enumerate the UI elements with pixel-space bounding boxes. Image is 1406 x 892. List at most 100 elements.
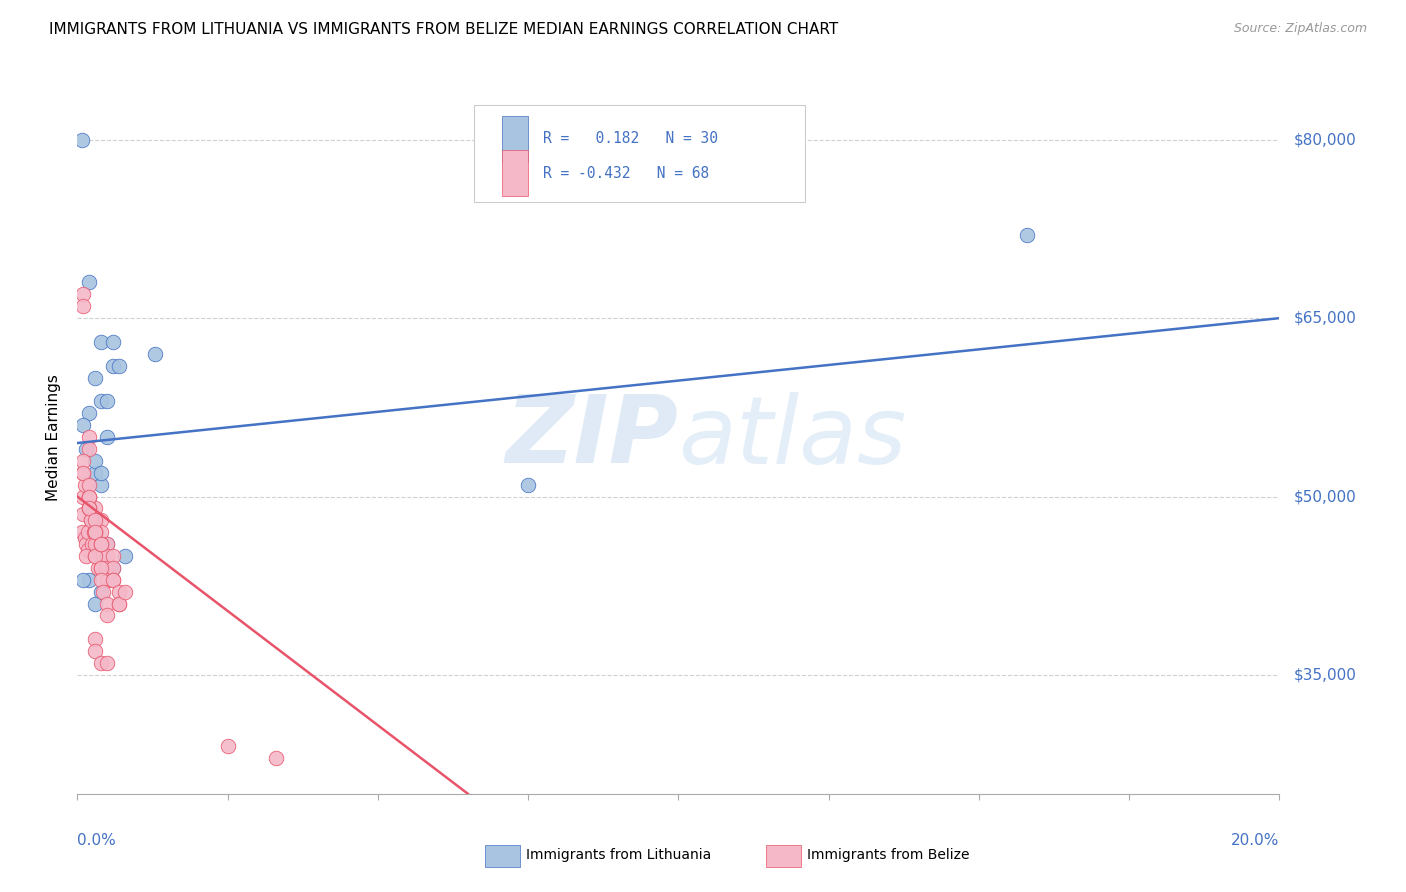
Point	[84, 644, 107, 658]
Point	[84, 513, 107, 527]
Text: 0.0%: 0.0%	[77, 833, 117, 848]
Point	[103, 573, 125, 587]
Bar	[502, 116, 529, 162]
Point	[75, 442, 97, 456]
Point	[103, 573, 125, 587]
Point	[90, 656, 112, 670]
Point	[79, 513, 101, 527]
Bar	[502, 150, 529, 196]
Text: $35,000: $35,000	[1294, 667, 1357, 682]
FancyBboxPatch shape	[474, 105, 804, 202]
Point	[79, 501, 101, 516]
Point	[108, 597, 131, 611]
Point	[82, 537, 104, 551]
Point	[96, 537, 118, 551]
Point	[103, 561, 125, 575]
Point	[77, 543, 100, 558]
Text: $50,000: $50,000	[1294, 489, 1357, 504]
Text: Immigrants from Lithuania: Immigrants from Lithuania	[526, 848, 711, 863]
Text: R =   0.182   N = 30: R = 0.182 N = 30	[543, 131, 717, 146]
Point	[96, 656, 118, 670]
Point	[86, 537, 108, 551]
Text: Immigrants from Belize: Immigrants from Belize	[807, 848, 970, 863]
Point	[77, 525, 100, 540]
Point	[84, 525, 107, 540]
Point	[90, 525, 112, 540]
Point	[84, 513, 107, 527]
Point	[90, 537, 112, 551]
Point	[72, 418, 94, 433]
Point	[84, 597, 107, 611]
Point	[79, 501, 101, 516]
Point	[108, 584, 131, 599]
Point	[73, 531, 96, 545]
Point	[90, 334, 112, 349]
Point	[79, 501, 101, 516]
Point	[72, 573, 94, 587]
Point	[264, 751, 287, 765]
Text: 20.0%: 20.0%	[1232, 833, 1279, 848]
Point	[84, 370, 107, 384]
Point	[91, 584, 114, 599]
Point	[1015, 227, 1038, 242]
Point	[72, 508, 94, 522]
Point	[84, 632, 107, 647]
Point	[84, 501, 107, 516]
Point	[72, 454, 94, 468]
Point	[90, 477, 112, 491]
Point	[79, 442, 101, 456]
Point	[103, 549, 125, 563]
Point	[79, 573, 101, 587]
Point	[96, 573, 118, 587]
Point	[517, 477, 540, 491]
Text: ZIP: ZIP	[506, 391, 679, 483]
Point	[72, 299, 94, 313]
Point	[96, 394, 118, 409]
Point	[108, 597, 131, 611]
Point	[84, 466, 107, 480]
Point	[79, 501, 101, 516]
Point	[70, 133, 93, 147]
Point	[72, 287, 94, 301]
Point	[84, 537, 107, 551]
Point	[84, 549, 107, 563]
Point	[72, 466, 94, 480]
Point	[79, 406, 101, 420]
Point	[90, 466, 112, 480]
Text: Source: ZipAtlas.com: Source: ZipAtlas.com	[1233, 22, 1367, 36]
Point	[145, 347, 167, 361]
Point	[103, 359, 125, 373]
Point	[84, 525, 107, 540]
Point	[90, 573, 112, 587]
Point	[103, 561, 125, 575]
Point	[73, 477, 96, 491]
Point	[79, 276, 101, 290]
Point	[84, 454, 107, 468]
Point	[72, 490, 94, 504]
Point	[90, 561, 112, 575]
Point	[89, 537, 111, 551]
Point	[114, 549, 136, 563]
Point	[70, 525, 93, 540]
Point	[90, 561, 112, 575]
Point	[79, 490, 101, 504]
Point	[90, 513, 112, 527]
Text: $80,000: $80,000	[1294, 132, 1357, 147]
Point	[84, 525, 107, 540]
Point	[91, 549, 114, 563]
Text: IMMIGRANTS FROM LITHUANIA VS IMMIGRANTS FROM BELIZE MEDIAN EARNINGS CORRELATION : IMMIGRANTS FROM LITHUANIA VS IMMIGRANTS …	[49, 22, 838, 37]
Text: atlas: atlas	[679, 392, 907, 483]
Point	[96, 597, 118, 611]
Point	[90, 584, 112, 599]
Point	[79, 513, 101, 527]
Point	[79, 430, 101, 444]
Y-axis label: Median Earnings: Median Earnings	[46, 374, 62, 500]
Point	[96, 549, 118, 563]
Point	[84, 513, 107, 527]
Point	[96, 608, 118, 623]
Point	[79, 490, 101, 504]
Point	[87, 561, 110, 575]
Point	[84, 525, 107, 540]
Point	[79, 477, 101, 491]
Point	[96, 561, 118, 575]
